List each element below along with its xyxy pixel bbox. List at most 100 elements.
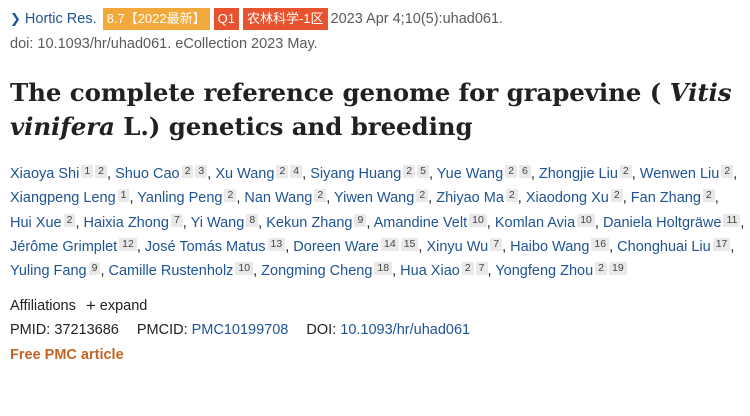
author-link[interactable]: Camille Rustenholz <box>108 263 234 280</box>
affiliation-number[interactable]: 15 <box>400 237 419 251</box>
author-item: Yi Wang 8 <box>190 213 259 231</box>
doi-label: DOI: <box>306 322 337 339</box>
author-item: Xu Wang 2 4 <box>215 165 303 182</box>
author-link[interactable]: Yongfeng Zhou <box>495 263 594 280</box>
author-link[interactable]: Jérôme Grimplet <box>10 238 118 255</box>
author-item: Nan Wang 2 <box>244 189 327 207</box>
affiliation-number[interactable]: 2 <box>314 189 327 203</box>
affiliation-number[interactable]: 2 <box>619 165 632 178</box>
author-link[interactable]: Zhongjie Liu <box>538 166 618 182</box>
affiliation-number[interactable]: 6 <box>518 165 531 178</box>
affiliation-number[interactable]: 2 <box>595 262 607 276</box>
affiliation-number[interactable]: 2 <box>505 165 517 178</box>
author-link[interactable]: Komlan Avia <box>494 214 576 231</box>
affiliation-number[interactable]: 7 <box>475 262 488 276</box>
author-link[interactable]: Daniela Holtgräwe <box>602 214 722 231</box>
author-link[interactable]: Wenwen Liu <box>639 166 720 182</box>
author-link[interactable]: Hui Xue <box>10 214 62 231</box>
author-link[interactable]: Chonghuai Liu <box>617 238 711 255</box>
affiliation-number[interactable]: 1 <box>117 189 130 203</box>
author-item: Yuling Fang 9 <box>10 262 101 280</box>
author-link[interactable]: Xiaodong Xu <box>525 190 609 207</box>
affiliation-number[interactable]: 10 <box>235 262 254 276</box>
author-link[interactable]: Shuo Cao <box>115 166 180 182</box>
author-link[interactable]: Xiangpeng Leng <box>10 190 116 207</box>
author-link[interactable]: Xinyu Wu <box>426 238 489 255</box>
affiliation-number[interactable]: 2 <box>702 189 715 203</box>
pmid-label: PMID: <box>10 322 51 339</box>
affiliation-number[interactable]: 2 <box>416 189 429 203</box>
title-part1: The complete reference genome for grapev… <box>10 78 662 107</box>
author-item: Haibo Wang 16 <box>510 237 610 255</box>
author-link[interactable]: Xiaoya Shi <box>10 166 80 182</box>
affiliation-number[interactable]: 2 <box>181 165 194 178</box>
affiliation-number[interactable]: 2 <box>721 165 734 178</box>
plus-icon[interactable]: + <box>85 296 96 316</box>
author-item: Chonghuai Liu 17 <box>617 237 731 255</box>
author-item: Xiaoya Shi 1 2 <box>10 165 108 182</box>
affiliation-number[interactable]: 14 <box>381 237 399 251</box>
affiliation-number[interactable]: 10 <box>469 213 487 227</box>
affiliation-number[interactable]: 8 <box>246 213 259 227</box>
affiliation-number[interactable]: 18 <box>374 262 393 276</box>
affiliation-number[interactable]: 1 <box>81 165 94 178</box>
author-link[interactable]: Amandine Velt <box>373 214 468 231</box>
author-link[interactable]: Kekun Zhang <box>266 214 353 231</box>
affiliation-number[interactable]: 2 <box>505 189 518 203</box>
affiliation-number[interactable]: 2 <box>461 262 474 276</box>
affiliation-number[interactable]: 19 <box>609 262 627 276</box>
identifiers: PMID: 37213686 PMCID: PMC10199708 DOI: 1… <box>10 322 750 338</box>
pmcid-label: PMCID: <box>136 322 188 339</box>
pmid-value: 37213686 <box>54 322 119 339</box>
journal-link[interactable]: Hortic Res. <box>24 11 97 27</box>
affiliation-number[interactable]: 11 <box>723 213 741 227</box>
author-link[interactable]: Doreen Ware <box>293 238 379 255</box>
expand-button[interactable]: expand <box>99 298 148 315</box>
zone-badge: 农林科学-1区 <box>242 8 328 30</box>
author-link[interactable]: José Tomás Matus <box>144 238 266 255</box>
author-link[interactable]: Haibo Wang <box>510 238 590 255</box>
affiliation-number[interactable]: 2 <box>610 189 623 203</box>
affiliation-number[interactable]: 12 <box>119 237 137 251</box>
pmcid-link[interactable]: PMC10199708 <box>191 322 289 339</box>
author-link[interactable]: Zongming Cheng <box>261 263 373 280</box>
author-link[interactable]: Hua Xiao <box>400 263 460 280</box>
affiliation-number[interactable]: 9 <box>354 213 367 227</box>
author-link[interactable]: Yanling Peng <box>137 190 223 207</box>
author-item: Shuo Cao 2 3 <box>115 165 208 182</box>
affiliation-number[interactable]: 7 <box>490 237 503 251</box>
affiliations-label: Affiliations <box>10 298 76 315</box>
author-item: Doreen Ware 14 15 <box>293 237 419 255</box>
author-item: Amandine Velt 10 <box>373 213 487 231</box>
affiliation-number[interactable]: 2 <box>403 165 416 178</box>
author-link[interactable]: Nan Wang <box>244 190 313 207</box>
affiliation-number[interactable]: 13 <box>267 237 286 251</box>
affiliation-number[interactable]: 17 <box>712 237 731 251</box>
author-link[interactable]: Yue Wang <box>436 166 504 182</box>
affiliation-number[interactable]: 3 <box>195 165 208 178</box>
author-item: José Tomás Matus 13 <box>144 237 286 255</box>
author-item: Daniela Holtgräwe 11 <box>602 213 741 231</box>
affiliation-number[interactable]: 16 <box>591 237 610 251</box>
author-link[interactable]: Haixia Zhong <box>83 214 169 231</box>
author-link[interactable]: Yiwen Wang <box>333 190 415 207</box>
free-pmc-article-link[interactable]: Free PMC article <box>10 347 124 364</box>
author-item: Zongming Cheng 18 <box>261 262 393 280</box>
affiliation-number[interactable]: 2 <box>95 165 108 178</box>
affiliation-number[interactable]: 4 <box>290 165 303 178</box>
author-link[interactable]: Fan Zhang <box>630 190 701 207</box>
affiliation-number[interactable]: 2 <box>63 213 76 227</box>
affiliation-number[interactable]: 7 <box>170 213 183 227</box>
affiliation-number[interactable]: 9 <box>88 262 101 276</box>
affiliation-number[interactable]: 2 <box>276 165 289 178</box>
affiliation-number[interactable]: 5 <box>417 165 429 178</box>
doi-link[interactable]: 10.1093/hr/uhad061 <box>340 322 471 339</box>
affiliation-number[interactable]: 2 <box>224 189 237 203</box>
author-link[interactable]: Zhiyao Ma <box>436 190 504 207</box>
authors-list: Xiaoya Shi 1 2, Shuo Cao 2 3, Xu Wang 2 4, Siy… <box>10 165 745 280</box>
author-link[interactable]: Yuling Fang <box>10 263 87 280</box>
affiliation-number[interactable]: 10 <box>577 213 595 227</box>
author-link[interactable]: Xu Wang <box>215 166 275 182</box>
author-link[interactable]: Siyang Huang <box>310 166 402 182</box>
author-link[interactable]: Yi Wang <box>190 214 245 231</box>
